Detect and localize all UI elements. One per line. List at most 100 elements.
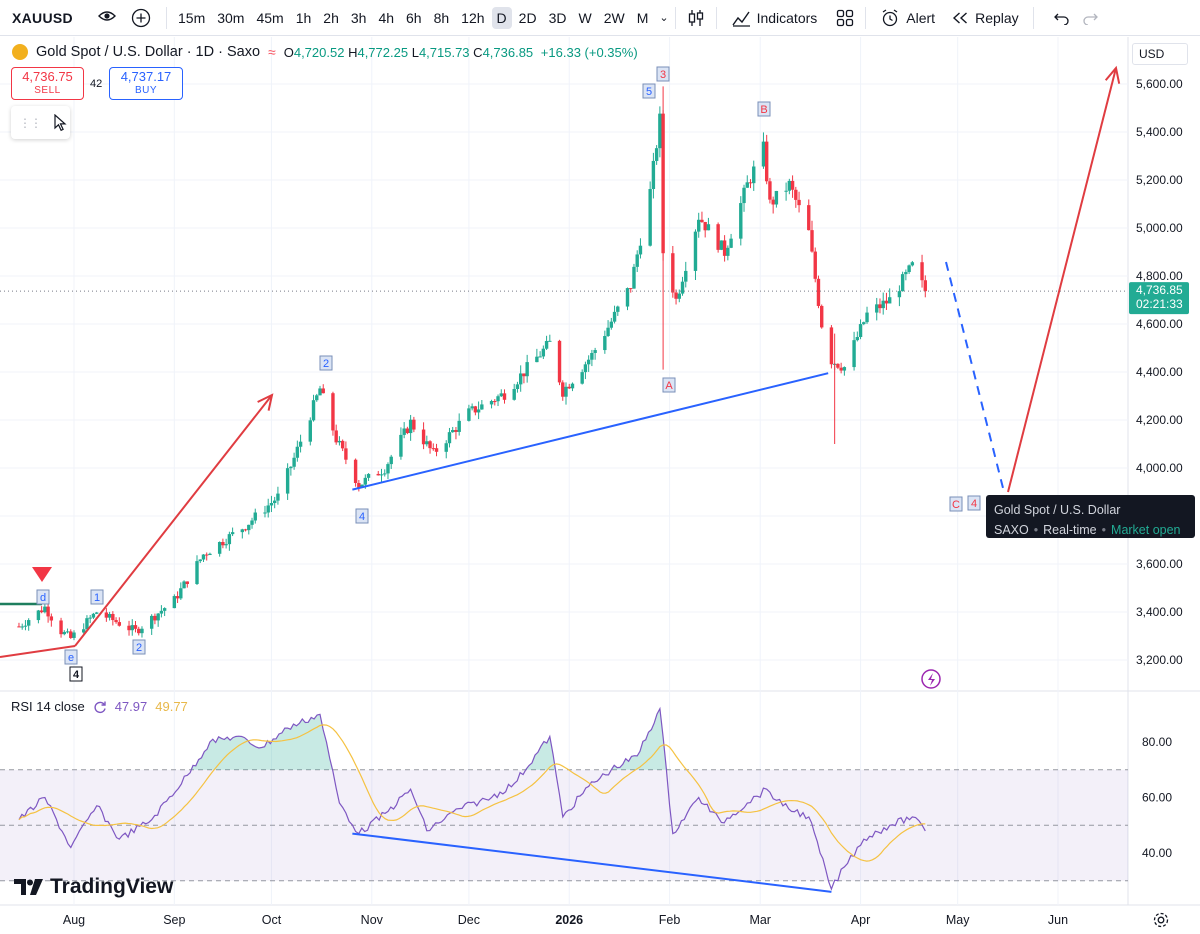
candle-body xyxy=(616,306,620,312)
chart-canvas[interactable]: 3,200.003,400.003,600.003,800.004,000.00… xyxy=(0,36,1200,934)
candle-body xyxy=(114,620,118,623)
interval-8h[interactable]: 8h xyxy=(433,9,450,26)
sell-price: 4,736.75 xyxy=(22,69,73,84)
candle-body xyxy=(771,199,775,205)
events-icon xyxy=(921,669,941,689)
candle-body xyxy=(156,613,160,621)
price-tick-label: 3,400.00 xyxy=(1136,605,1183,619)
interval-12h[interactable]: 12h xyxy=(461,9,485,26)
candle-body xyxy=(836,363,840,368)
candle-body xyxy=(518,373,523,385)
candle-body xyxy=(651,160,656,190)
candle-body xyxy=(321,388,325,394)
candle-body xyxy=(182,581,186,589)
currency-button[interactable]: USD xyxy=(1132,43,1188,65)
refresh-icon[interactable] xyxy=(93,700,107,714)
candle-body xyxy=(855,337,860,341)
annotation-arrow-up xyxy=(74,394,273,647)
candle-body xyxy=(612,311,617,322)
candle-body xyxy=(185,581,189,584)
time-tick-label: Mar xyxy=(749,913,771,927)
candle-body xyxy=(875,304,879,313)
candle-body xyxy=(454,430,458,432)
interval-6h[interactable]: 6h xyxy=(406,9,422,26)
candle-body xyxy=(331,393,335,431)
candle-body xyxy=(334,430,338,443)
candle-body xyxy=(674,292,678,299)
interval-2d[interactable]: 2D xyxy=(518,9,537,26)
candle-body xyxy=(88,617,92,619)
chart-type-button[interactable] xyxy=(682,5,710,31)
candle-body xyxy=(784,190,788,192)
candle-body xyxy=(764,141,769,182)
chevron-down-icon[interactable]: ⌄ xyxy=(659,12,669,24)
interval-w[interactable]: W xyxy=(578,9,592,26)
candle-body xyxy=(862,322,866,325)
candle-body xyxy=(266,505,270,513)
time-tick-label: Aug xyxy=(63,913,85,927)
rsi-line xyxy=(18,706,926,891)
candle-body xyxy=(117,622,122,626)
candle-body xyxy=(570,383,575,389)
candle-body xyxy=(567,386,571,389)
interval-1h[interactable]: 1h xyxy=(295,9,312,26)
wave-label: B xyxy=(760,104,767,116)
symbol-name: XAUUSD xyxy=(12,9,73,26)
candle-body xyxy=(201,554,206,560)
candle-body xyxy=(671,253,675,293)
watermark-text: TradingView xyxy=(50,875,174,898)
eye-icon[interactable] xyxy=(98,9,116,26)
price-tick-label: 4,000.00 xyxy=(1136,461,1183,475)
redo-button[interactable] xyxy=(1076,5,1104,31)
drag-handle-icon[interactable]: ⋮⋮ xyxy=(19,115,42,130)
replay-button[interactable]: Replay xyxy=(943,7,1027,29)
candle-body xyxy=(82,629,86,633)
tradingview-logo: TradingView xyxy=(14,875,173,899)
price-tick-label: 5,600.00 xyxy=(1136,77,1183,91)
candle-body xyxy=(839,367,843,371)
candle-body xyxy=(638,245,643,255)
candle-body xyxy=(195,561,199,584)
interval-d[interactable]: D xyxy=(491,6,512,29)
interval-30m[interactable]: 30m xyxy=(217,9,245,26)
candle-body xyxy=(590,352,594,360)
interval-m[interactable]: M xyxy=(636,9,649,26)
candle-body xyxy=(85,618,89,630)
candle-body xyxy=(405,428,410,434)
interval-3h[interactable]: 3h xyxy=(350,9,367,26)
gear-icon[interactable] xyxy=(1152,911,1170,929)
candle-body xyxy=(774,190,779,205)
candle-body xyxy=(680,281,685,294)
add-symbol-button[interactable] xyxy=(128,5,154,31)
undo-icon xyxy=(1053,13,1069,25)
candle-body xyxy=(544,340,549,349)
price-tick-label: 5,000.00 xyxy=(1136,221,1183,235)
interval-3d[interactable]: 3D xyxy=(548,9,567,26)
interval-4h[interactable]: 4h xyxy=(378,9,395,26)
interval-2w[interactable]: 2W xyxy=(603,9,625,26)
candle-body xyxy=(797,199,801,206)
candle-body xyxy=(470,406,474,409)
candle-body xyxy=(62,631,66,635)
time-tick-label: Dec xyxy=(458,913,480,927)
layouts-button[interactable] xyxy=(831,5,859,31)
undo-button[interactable] xyxy=(1048,5,1076,31)
annotation-arrow-up-head xyxy=(257,393,274,411)
indicators-button[interactable]: Indicators xyxy=(723,6,826,30)
candle-body xyxy=(363,477,368,485)
sell-button[interactable]: 4,736.75 SELL xyxy=(11,67,84,100)
candle-body xyxy=(910,262,915,266)
candle-body xyxy=(344,448,348,460)
price-tick-label: 4,800.00 xyxy=(1136,269,1183,283)
interval-2h[interactable]: 2h xyxy=(323,9,339,26)
wave-label-box xyxy=(757,101,771,117)
symbol-search[interactable]: XAUUSD xyxy=(6,5,122,31)
interval-45m[interactable]: 45m xyxy=(256,9,284,26)
alert-button[interactable]: Alert xyxy=(872,5,943,31)
compare-icon[interactable]: ≈ xyxy=(268,44,276,60)
cursor-icon[interactable] xyxy=(53,113,67,132)
candle-body xyxy=(43,606,47,613)
interval-15m[interactable]: 15m xyxy=(178,9,206,26)
buy-button[interactable]: 4,737.17 BUY xyxy=(109,67,183,100)
wave-label-box xyxy=(949,496,963,512)
